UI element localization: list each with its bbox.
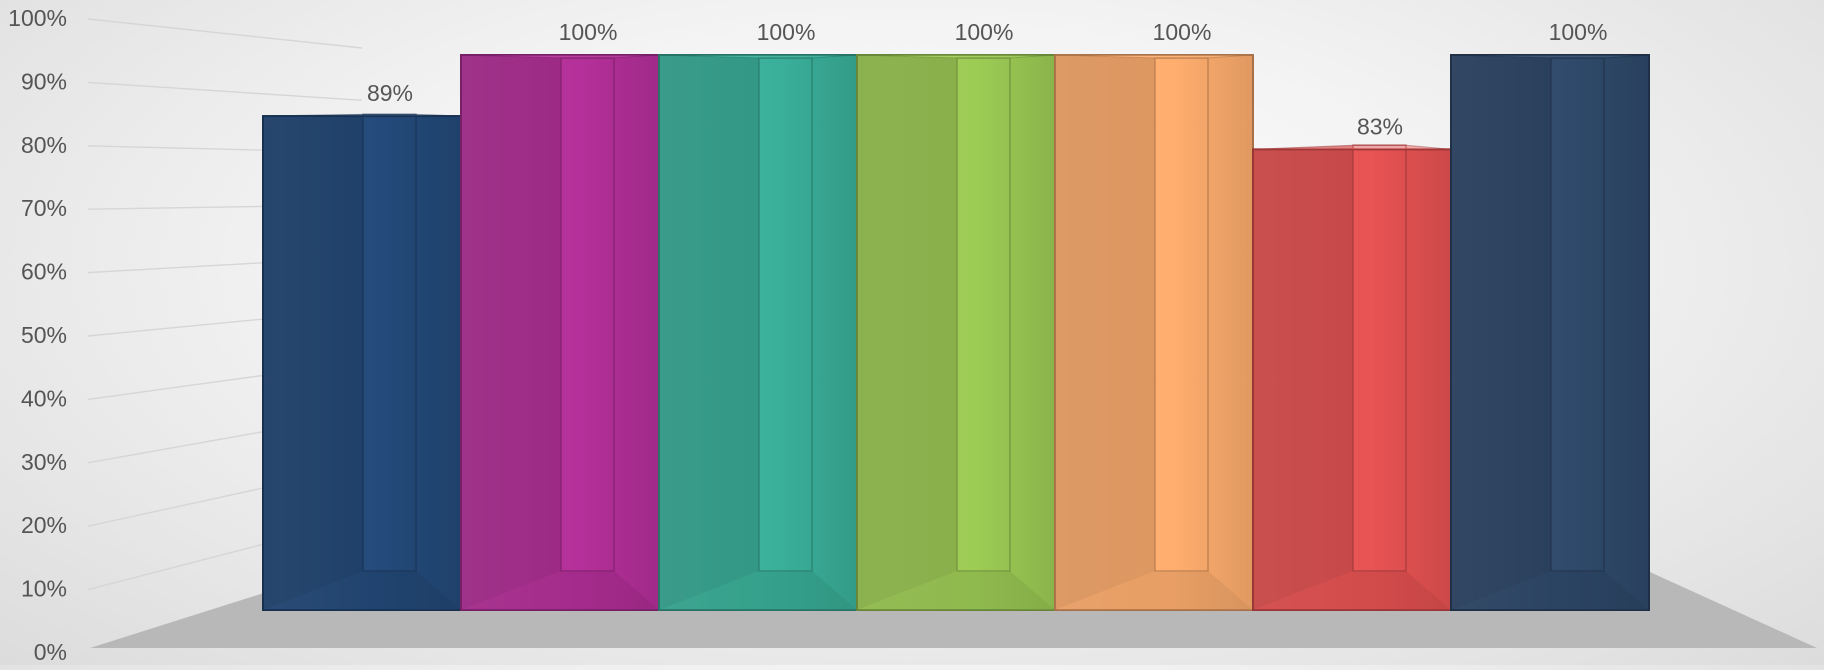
y-tick-label: 40% — [21, 385, 67, 411]
bar — [1253, 145, 1451, 610]
bar-side-face — [263, 114, 363, 610]
bar — [263, 114, 461, 610]
y-tick-label: 0% — [34, 639, 67, 665]
bar — [659, 55, 857, 610]
bar — [1451, 55, 1649, 610]
data-label: 89% — [367, 80, 413, 106]
bar — [461, 55, 659, 610]
bar-top-face — [1253, 145, 1451, 149]
y-tick-label: 30% — [21, 449, 67, 475]
bar-side-face — [461, 55, 561, 610]
y-axis-ticks: 0% 10% 20% 30% 40% 50% 60% 70% 80% 90% 100% — [8, 5, 67, 665]
bar-side-face — [857, 55, 957, 610]
data-label: 100% — [757, 19, 816, 45]
bar-side-face — [1451, 55, 1551, 610]
y-tick-label: 90% — [21, 68, 67, 94]
y-tick-label: 60% — [21, 259, 67, 285]
y-tick-label: 80% — [21, 132, 67, 158]
bar — [857, 55, 1055, 610]
bar-side-face — [1253, 145, 1353, 610]
y-tick-label: 20% — [21, 512, 67, 538]
bar-side-face — [1055, 55, 1155, 610]
gridline — [88, 82, 362, 100]
data-label: 100% — [955, 19, 1014, 45]
data-label: 100% — [559, 19, 618, 45]
y-tick-label: 70% — [21, 195, 67, 221]
bar-side-face — [659, 55, 759, 610]
bar-top-face — [263, 114, 461, 116]
bar — [1055, 55, 1253, 610]
data-label: 100% — [1153, 19, 1212, 45]
gridline — [88, 19, 362, 48]
data-label: 83% — [1357, 113, 1403, 139]
y-tick-label: 10% — [21, 576, 67, 602]
y-tick-label: 100% — [8, 5, 67, 31]
y-tick-label: 50% — [21, 322, 67, 348]
data-label: 100% — [1549, 19, 1608, 45]
bars — [263, 55, 1649, 610]
